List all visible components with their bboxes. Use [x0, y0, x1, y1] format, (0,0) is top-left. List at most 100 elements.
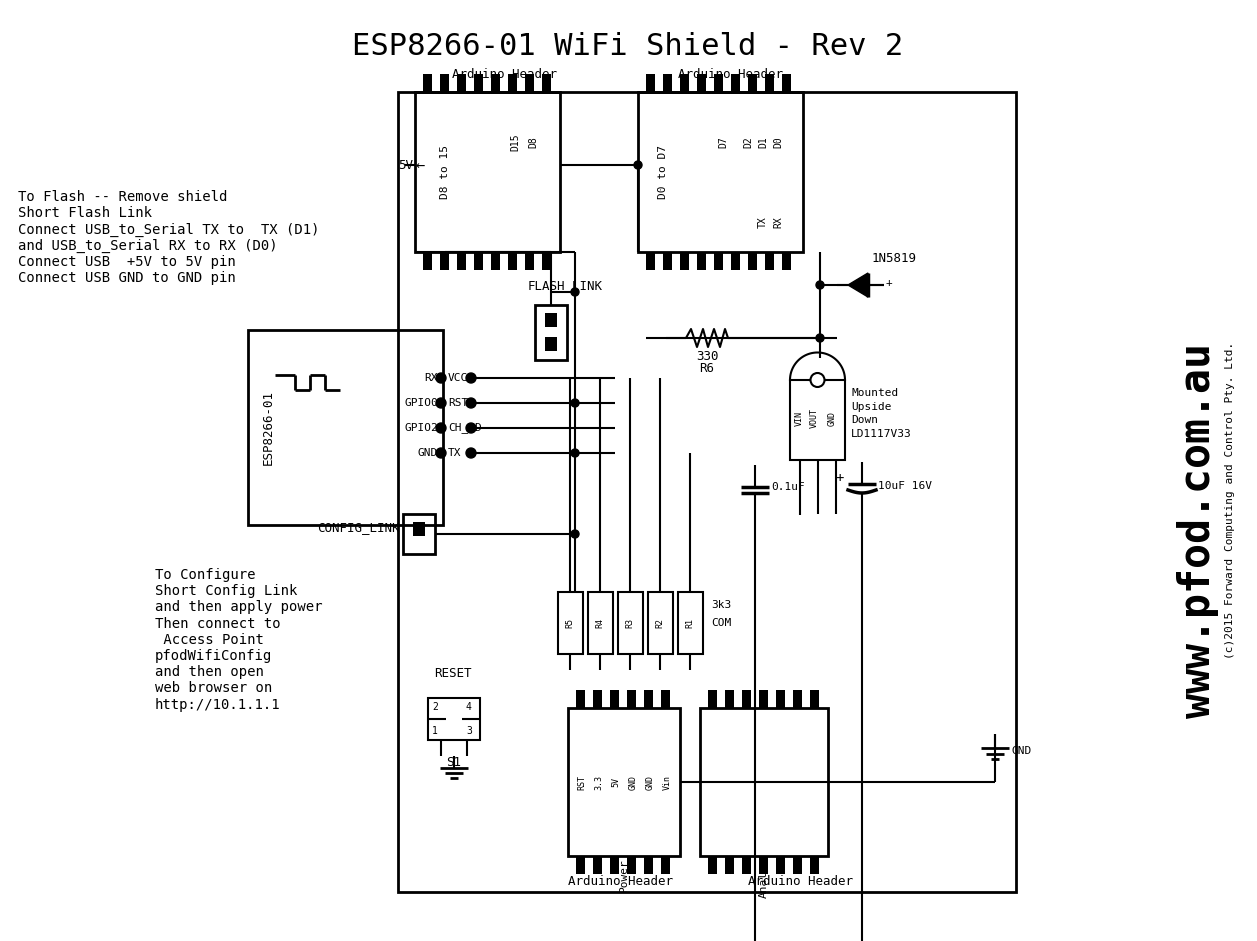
Bar	[759, 690, 768, 708]
Text: +: +	[836, 471, 845, 485]
Bar	[546, 313, 557, 327]
Text: Down: Down	[851, 415, 877, 425]
Bar	[398, 92, 1016, 892]
Text: D1: D1	[758, 136, 768, 148]
Bar	[708, 690, 716, 708]
Bar	[766, 74, 774, 92]
Bar	[525, 74, 534, 92]
Circle shape	[436, 448, 446, 458]
Bar	[424, 74, 432, 92]
Text: ←: ←	[415, 157, 424, 172]
Circle shape	[816, 334, 825, 342]
Bar	[748, 252, 757, 270]
Bar	[700, 708, 828, 856]
Bar	[661, 690, 670, 708]
Bar	[508, 74, 517, 92]
Text: D2: D2	[743, 136, 753, 148]
Text: 5V: 5V	[611, 777, 621, 787]
Text: D15: D15	[510, 134, 520, 151]
Bar	[558, 592, 583, 654]
Bar	[793, 856, 802, 874]
Text: COM: COM	[711, 618, 732, 628]
Bar	[776, 690, 786, 708]
Bar	[708, 856, 716, 874]
Text: GPIO0: GPIO0	[405, 398, 437, 408]
Bar	[491, 74, 500, 92]
Text: 5V: 5V	[398, 158, 414, 171]
Bar	[414, 522, 425, 536]
Text: FLASH_LINK: FLASH_LINK	[528, 279, 603, 292]
Bar	[440, 74, 449, 92]
Bar	[610, 856, 618, 874]
Text: 10uF 16V: 10uF 16V	[877, 481, 931, 491]
Circle shape	[571, 449, 579, 457]
Bar	[610, 690, 618, 708]
Text: LD1117V33: LD1117V33	[851, 429, 911, 439]
Text: CONFIG_LINK: CONFIG_LINK	[318, 521, 400, 534]
Text: TX: TX	[758, 216, 768, 228]
Circle shape	[466, 448, 476, 458]
Text: Arduino Header: Arduino Header	[748, 875, 852, 888]
Text: GND: GND	[628, 774, 637, 789]
Circle shape	[634, 161, 642, 169]
Bar	[508, 252, 517, 270]
Bar	[696, 74, 706, 92]
Text: D8 to 15: D8 to 15	[440, 145, 450, 199]
Text: D8: D8	[528, 136, 538, 148]
Bar	[440, 252, 449, 270]
Bar	[732, 252, 740, 270]
Bar	[576, 856, 585, 874]
Text: Arduino Header: Arduino Header	[678, 68, 783, 81]
Text: Power: Power	[618, 858, 628, 892]
Bar	[646, 74, 655, 92]
Bar	[766, 252, 774, 270]
Circle shape	[811, 373, 825, 387]
Text: S1: S1	[446, 756, 461, 769]
Text: 3: 3	[466, 726, 471, 736]
Text: Arduino Header: Arduino Header	[453, 68, 558, 81]
Bar	[649, 592, 672, 654]
Bar	[776, 856, 786, 874]
Bar	[725, 856, 734, 874]
Bar	[680, 74, 689, 92]
Text: D0: D0	[773, 136, 783, 148]
Text: To Configure
Short Config Link
and then apply power
Then connect to
 Access Poin: To Configure Short Config Link and then …	[155, 568, 323, 711]
Text: RESET: RESET	[434, 667, 471, 680]
Text: 1N5819: 1N5819	[872, 252, 918, 265]
Text: R6: R6	[699, 362, 714, 375]
Bar	[742, 856, 750, 874]
Bar	[627, 690, 636, 708]
Text: 4: 4	[466, 702, 471, 712]
Text: GND: GND	[1011, 746, 1031, 756]
Bar	[810, 856, 820, 874]
Bar	[646, 252, 655, 270]
Bar	[742, 690, 750, 708]
Bar	[789, 380, 845, 460]
Text: +: +	[886, 278, 892, 288]
Text: D0 to D7: D0 to D7	[657, 145, 667, 199]
Bar	[568, 708, 680, 856]
Circle shape	[436, 373, 446, 383]
Text: GND: GND	[828, 410, 837, 425]
Bar	[644, 856, 652, 874]
Bar	[415, 92, 561, 252]
Bar	[618, 592, 644, 654]
Bar	[782, 74, 791, 92]
Bar	[535, 305, 567, 360]
Text: VCC: VCC	[447, 373, 469, 383]
Bar	[627, 856, 636, 874]
Circle shape	[571, 288, 579, 296]
Text: 3k3: 3k3	[711, 600, 732, 610]
Text: RX: RX	[773, 216, 783, 228]
Text: CH_PD: CH_PD	[447, 423, 481, 434]
Text: R5: R5	[566, 618, 574, 628]
Bar	[576, 690, 585, 708]
Bar	[696, 252, 706, 270]
Text: Arduino Header: Arduino Header	[567, 875, 672, 888]
Bar	[678, 592, 703, 654]
Bar	[782, 252, 791, 270]
Text: Upside: Upside	[851, 402, 891, 412]
Text: VIN: VIN	[794, 410, 804, 425]
Bar	[714, 74, 723, 92]
Text: 330: 330	[696, 350, 718, 363]
